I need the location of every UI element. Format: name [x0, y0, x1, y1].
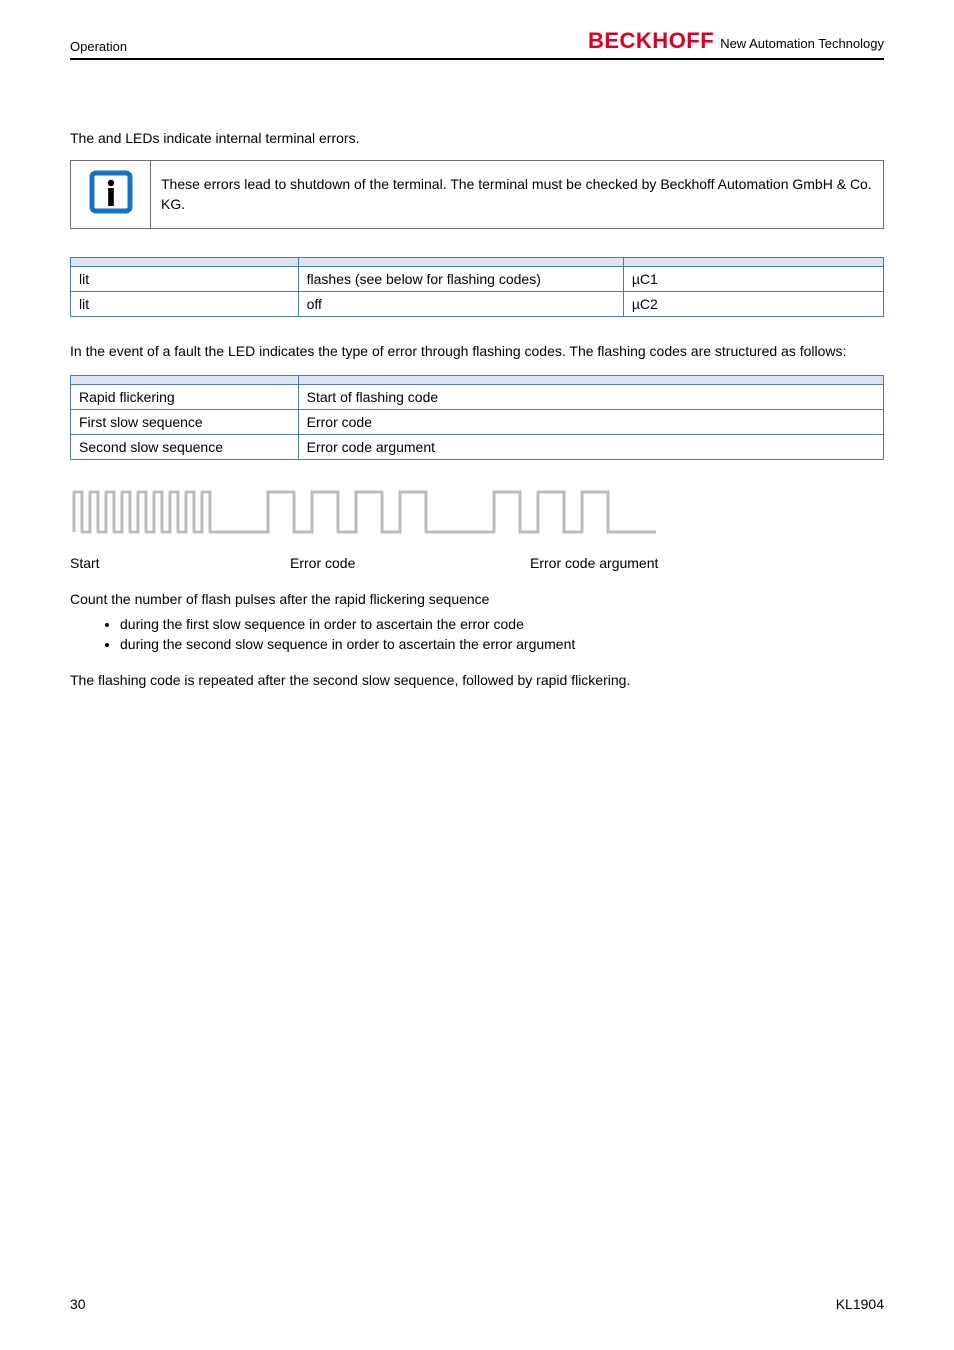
- intro-sentence: The and LEDs indicate internal terminal …: [70, 130, 884, 146]
- table-header-cell: [71, 376, 299, 385]
- table-row: litflashes (see below for flashing codes…: [71, 267, 884, 292]
- table-cell: Second slow sequence: [71, 435, 299, 460]
- page-header: Operation BECKHOFF New Automation Techno…: [70, 28, 884, 60]
- note-callout: These errors lead to shutdown of the ter…: [70, 160, 884, 229]
- table-header-cell: [298, 376, 883, 385]
- repeat-para: The flashing code is repeated after the …: [70, 670, 884, 690]
- count-lead: Count the number of flash pulses after t…: [70, 591, 489, 607]
- footer-doc-id: KL1904: [836, 1296, 884, 1312]
- pulse-labels-row: Start Error code Error code argument: [70, 555, 884, 571]
- count-bullets: during the first slow sequence in order …: [70, 614, 884, 655]
- table-row: Rapid flickeringStart of flashing code: [71, 385, 884, 410]
- diag-led-table: litflashes (see below for flashing codes…: [70, 257, 884, 317]
- count-instructions: Count the number of flash pulses after t…: [70, 589, 884, 654]
- table-cell: Error code argument: [298, 435, 883, 460]
- table-cell: lit: [71, 292, 299, 317]
- table-row: litoffµC2: [71, 292, 884, 317]
- table-cell: µC2: [623, 292, 883, 317]
- intro-mid: and: [98, 130, 125, 146]
- note-body: These errors lead to shutdown of the ter…: [161, 175, 873, 214]
- header-brand-block: BECKHOFF New Automation Technology: [588, 28, 884, 54]
- bullet-item: during the second slow sequence in order…: [120, 634, 884, 654]
- table-row: Second slow sequenceError code argument: [71, 435, 884, 460]
- flashing-code-table: Rapid flickeringStart of flashing codeFi…: [70, 375, 884, 460]
- bullet-item: during the first slow sequence in order …: [120, 614, 884, 634]
- table-header-cell: [298, 258, 623, 267]
- pulse-label-start: Start: [70, 555, 290, 571]
- info-icon: [88, 169, 134, 215]
- table-cell: lit: [71, 267, 299, 292]
- table-cell: Rapid flickering: [71, 385, 299, 410]
- table-cell: First slow sequence: [71, 410, 299, 435]
- pulse-label-error-arg: Error code argument: [530, 555, 884, 571]
- table-cell: off: [298, 292, 623, 317]
- pulse-diagram: [70, 482, 884, 547]
- page-footer: 30 KL1904: [70, 1296, 884, 1312]
- intro-suffix: LEDs indicate internal terminal errors.: [125, 130, 359, 146]
- note-icon-cell: [71, 161, 151, 229]
- note-text-cell: These errors lead to shutdown of the ter…: [151, 161, 884, 229]
- flashing-intro-para: In the event of a fault the LED indicate…: [70, 341, 884, 361]
- table-cell: Start of flashing code: [298, 385, 883, 410]
- table-row: First slow sequenceError code: [71, 410, 884, 435]
- table-header-cell: [623, 258, 883, 267]
- flashing-intro-suffix: LED indicates the type of error through …: [228, 343, 846, 359]
- table-cell: µC1: [623, 267, 883, 292]
- brand-logo-text: BECKHOFF: [588, 28, 714, 54]
- header-section: Operation: [70, 39, 127, 54]
- table-header-cell: [71, 258, 299, 267]
- flashing-intro-prefix: In the event of a fault the: [70, 343, 228, 359]
- intro-prefix: The: [70, 130, 98, 146]
- pulse-label-error-code: Error code: [290, 555, 530, 571]
- footer-page-number: 30: [70, 1296, 86, 1312]
- brand-tagline: New Automation Technology: [720, 36, 884, 51]
- table-cell: flashes (see below for flashing codes): [298, 267, 623, 292]
- table-cell: Error code: [298, 410, 883, 435]
